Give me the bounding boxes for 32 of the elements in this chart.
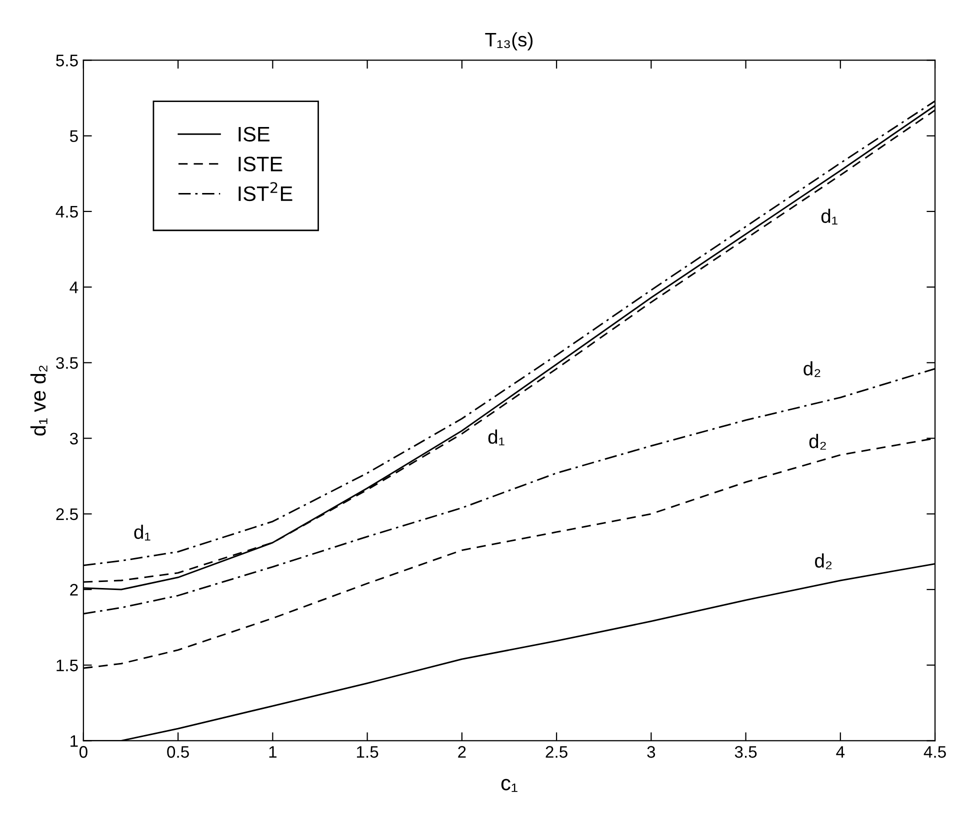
y-tick-label: 4.5	[56, 206, 78, 218]
x-tick-label: 1.5	[356, 746, 378, 758]
x-tick-label: 4	[836, 746, 845, 758]
y-tick-label: 4	[70, 282, 78, 294]
x-tick-label: 0.5	[167, 746, 189, 758]
legend-label: IST$^{2}$E	[238, 182, 292, 202]
y-tick-label: 2	[70, 584, 78, 596]
annotation: d₂	[809, 434, 826, 450]
x-tick-label: 1	[269, 746, 276, 758]
chart-title: T₁₃(s)	[485, 32, 533, 50]
y-tick-label: 3	[70, 432, 78, 444]
annotation: d₂	[804, 361, 820, 377]
y-tick-label: 1.5	[56, 660, 78, 672]
y-tick-label: 5.5	[56, 54, 78, 66]
y-tick-label: 2.5	[56, 508, 78, 520]
y-tick-label: 1	[70, 735, 78, 747]
x-axis-title: c₁	[501, 778, 518, 792]
annotation: d₂	[815, 553, 832, 570]
x-tick-label: 2.5	[546, 746, 568, 758]
x-tick-label: 3.5	[734, 746, 757, 758]
x-tick-label: 2	[458, 746, 466, 758]
x-tick-label: 4.5	[924, 746, 946, 758]
legend-label: ISE	[238, 126, 270, 142]
annotation: d₁	[821, 208, 838, 224]
legend-label: ISTE	[238, 156, 282, 172]
annotation: d₁	[134, 524, 150, 540]
annotation: d₁	[488, 430, 504, 446]
x-tick-label: 0	[79, 746, 88, 758]
y-axis-title: d₁ ve d₂	[30, 366, 48, 436]
x-tick-label: 3	[647, 746, 656, 758]
y-tick-label: 3.5	[56, 357, 78, 369]
y-tick-label: 5	[70, 130, 78, 142]
